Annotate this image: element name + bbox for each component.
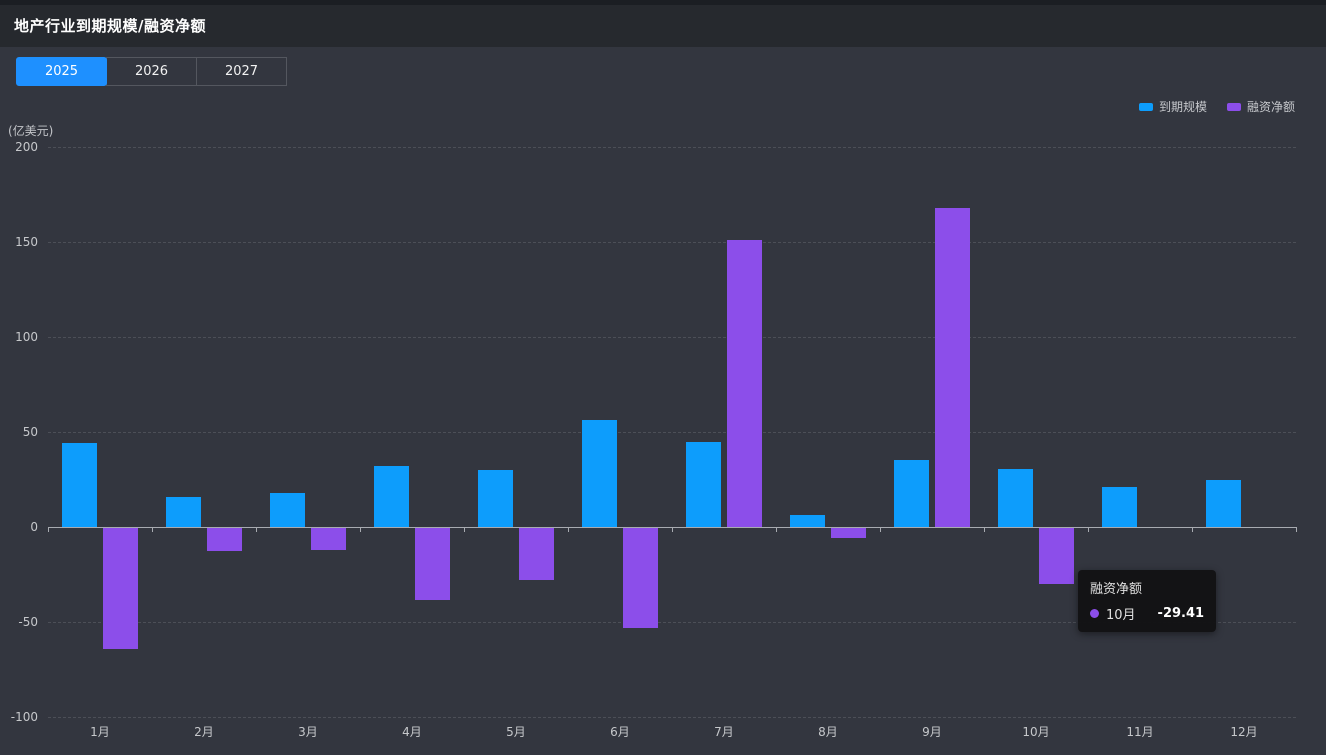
x-label-8: 8月 [818,725,838,739]
chart-legend: 到期规模 融资净额 [1138,98,1295,115]
x-label-12: 12月 [1230,725,1258,739]
bar-maturity-scale-8月[interactable] [790,514,825,527]
bar-maturity-scale-1月[interactable] [62,443,97,527]
bar-net-financing-4月[interactable] [415,528,450,600]
bar-maturity-scale-2月[interactable] [166,496,201,527]
page-title: 地产行业到期规模/融资净额 [14,17,206,35]
y-axis-tick-label: 0 [30,520,38,534]
legend-label: 融资净额 [1246,100,1295,114]
bar-net-financing-7月[interactable] [727,239,762,527]
grid-line [48,337,1296,338]
y-axis-tick-label: 150 [15,235,38,249]
bar-maturity-scale-4月[interactable] [374,465,409,527]
x-label-4: 4月 [402,725,422,739]
x-label-5: 5月 [506,725,526,739]
tab-2027[interactable]: 2027 [196,57,287,86]
title-bar: 地产行业到期规模/融资净额 [0,0,1326,47]
grid-line [48,242,1296,243]
x-axis-tick [256,527,257,532]
grid-line [48,432,1296,433]
x-axis-tick [880,527,881,532]
tooltip-category: 10月 [1106,608,1136,623]
x-axis-tick [672,527,673,532]
x-axis-tick [48,527,49,532]
x-axis-tick [776,527,777,532]
bar-maturity-scale-7月[interactable] [686,442,721,527]
x-axis-tick [1192,527,1193,532]
legend-item-maturity-scale[interactable]: 到期规模 [1138,98,1207,115]
y-axis-unit-label: (亿美元) [8,124,54,138]
x-label-9: 9月 [922,725,942,739]
bar-maturity-scale-12月[interactable] [1206,479,1241,527]
x-label-10: 10月 [1022,725,1050,739]
x-axis-tick [984,527,985,532]
x-label-2: 2月 [194,725,214,739]
bar-maturity-scale-5月[interactable] [478,469,513,527]
series-dot-icon [1090,609,1099,618]
bar-maturity-scale-9月[interactable] [894,460,929,527]
bar-maturity-scale-3月[interactable] [270,492,305,527]
legend-label: 到期规模 [1158,100,1207,114]
x-label-11: 11月 [1126,725,1154,739]
bar-maturity-scale-10月[interactable] [998,468,1033,527]
x-label-1: 1月 [90,725,110,739]
bar-net-financing-2月[interactable] [207,528,242,552]
bar-net-financing-5月[interactable] [519,528,554,580]
y-axis-tick-label: -50 [18,615,38,629]
x-label-6: 6月 [610,725,630,739]
y-axis-tick-label: 200 [15,140,38,154]
x-axis-tick [152,527,153,532]
legend-item-net-financing[interactable]: 融资净额 [1226,98,1295,115]
x-axis-tick [360,527,361,532]
bar-net-financing-3月[interactable] [311,528,346,550]
tooltip-value: -29.41 [1157,606,1205,621]
bar-maturity-scale-11月[interactable] [1102,486,1137,527]
bar-net-financing-6月[interactable] [623,528,658,628]
tooltip-row: 10月 -29.41 [1090,604,1204,623]
x-axis-tick [568,527,569,532]
bar-net-financing-10月[interactable] [1039,528,1074,584]
bar-net-financing-1月[interactable] [103,528,138,650]
y-axis-tick-label: -100 [10,710,38,724]
grid-line [48,717,1296,718]
x-axis-tick [1088,527,1089,532]
y-axis-tick-label: 50 [22,425,38,439]
grid-line [48,622,1296,623]
legend-swatch-icon [1138,102,1153,111]
grid-line [48,147,1296,148]
x-axis-tick [1296,527,1297,532]
tab-2025[interactable]: 2025 [16,57,107,86]
x-axis-tick [464,527,465,532]
x-label-3: 3月 [298,725,318,739]
bar-net-financing-8月[interactable] [831,528,866,538]
x-label-7: 7月 [714,725,734,739]
legend-swatch-icon [1226,102,1241,111]
y-axis-tick-label: 100 [15,330,38,344]
tooltip-series-name: 融资净额 [1090,582,1143,597]
bar-maturity-scale-6月[interactable] [582,419,617,527]
chart-tooltip: 融资净额 10月 -29.41 [1078,570,1217,632]
year-tabs: 2025 2026 2027 [16,57,287,86]
bar-net-financing-9月[interactable] [935,208,970,527]
